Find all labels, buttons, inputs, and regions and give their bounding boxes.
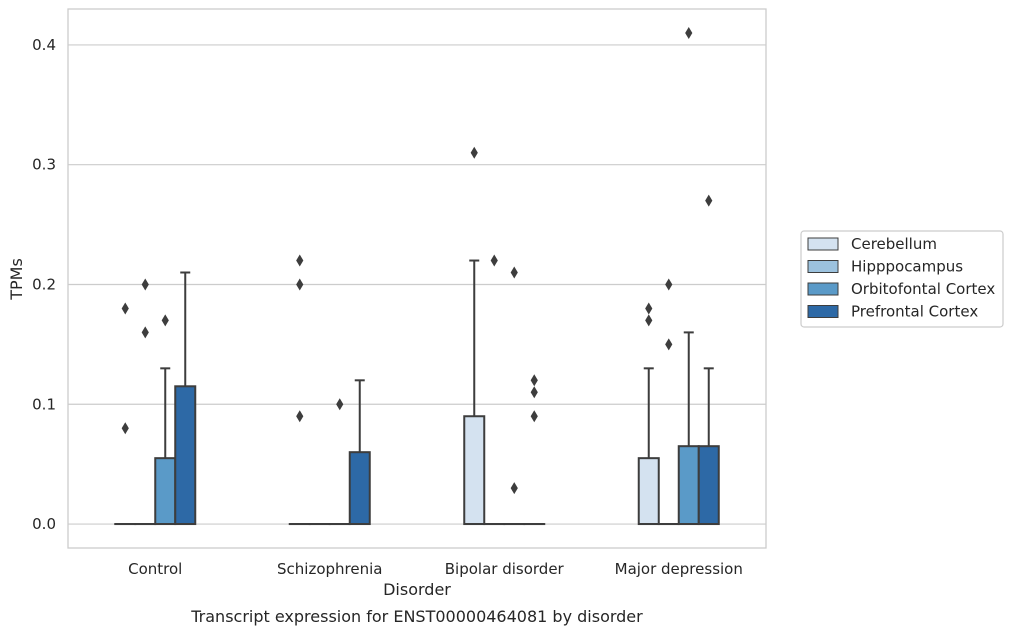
outlier-point bbox=[665, 338, 673, 351]
y-tick-label: 0.4 bbox=[32, 36, 56, 54]
box bbox=[348, 451, 371, 526]
box bbox=[463, 415, 486, 526]
legend-swatch bbox=[807, 237, 839, 251]
box-3-2 bbox=[677, 26, 700, 526]
outlier-point bbox=[645, 302, 653, 315]
legend-swatch bbox=[807, 260, 839, 273]
outlier-point bbox=[530, 386, 538, 399]
outlier-point bbox=[510, 266, 518, 279]
legend-swatch bbox=[807, 282, 839, 296]
outlier-point bbox=[530, 374, 538, 387]
outlier-point bbox=[510, 482, 518, 495]
legend: Cerebellum Hipppocampus Orbitofontal Corte… bbox=[800, 230, 1004, 328]
x-axis-label: Disorder bbox=[383, 580, 451, 599]
legend-label: Orbitofontal Cortex bbox=[851, 280, 995, 298]
box bbox=[174, 385, 197, 526]
box bbox=[697, 445, 720, 526]
x-tick-label: Major depression bbox=[615, 560, 743, 578]
box-2-3 bbox=[523, 374, 546, 526]
y-axis-label: TPMs bbox=[7, 258, 26, 301]
box bbox=[677, 445, 700, 526]
outlier-point bbox=[121, 422, 129, 435]
box-3-0 bbox=[637, 302, 660, 526]
outlier-point bbox=[296, 278, 304, 291]
x-tick-labels: Control Schizophrenia Bipolar disorder Majo… bbox=[128, 560, 743, 578]
box-0-3 bbox=[174, 271, 197, 526]
outlier-point bbox=[490, 254, 498, 267]
outlier-point bbox=[705, 194, 713, 207]
box-0-0 bbox=[114, 302, 137, 526]
outlier-point bbox=[296, 254, 304, 267]
outlier-point bbox=[470, 146, 478, 159]
outlier-point bbox=[141, 326, 149, 339]
y-tick-label: 0.1 bbox=[32, 395, 56, 413]
box-3-3 bbox=[697, 194, 720, 526]
y-tick-label: 0.0 bbox=[32, 515, 56, 533]
legend-frame bbox=[800, 230, 1004, 328]
outlier-point bbox=[161, 314, 169, 327]
legend-label: Prefrontal Cortex bbox=[851, 303, 978, 321]
box bbox=[637, 457, 660, 526]
legend-label: Hipppocampus bbox=[851, 258, 963, 276]
outlier-point bbox=[121, 302, 129, 315]
legend-swatch bbox=[807, 305, 839, 318]
legend-label: Cerebellum bbox=[851, 235, 937, 253]
y-tick-label: 0.2 bbox=[32, 275, 56, 293]
box bbox=[154, 457, 177, 526]
outlier-point bbox=[685, 26, 693, 39]
outlier-point bbox=[645, 314, 653, 327]
box-0-1 bbox=[134, 278, 157, 526]
x-tick-label: Control bbox=[128, 560, 182, 578]
plot-frame bbox=[67, 8, 767, 549]
outlier-point bbox=[530, 410, 538, 423]
x-tick-label: Bipolar disorder bbox=[445, 560, 565, 578]
y-tick-label: 0.3 bbox=[32, 156, 56, 174]
box-1-0 bbox=[288, 254, 311, 526]
box-1-3 bbox=[348, 379, 371, 526]
box-2-1 bbox=[483, 254, 506, 526]
outlier-point bbox=[336, 398, 344, 411]
box-2-0 bbox=[463, 146, 486, 526]
outlier-point bbox=[296, 410, 304, 423]
box-1-2 bbox=[328, 398, 351, 526]
box-2-2 bbox=[503, 266, 526, 526]
grid-lines bbox=[68, 44, 766, 525]
chart-caption: Transcript expression for ENST0000046408… bbox=[190, 607, 643, 626]
box-groups bbox=[114, 26, 720, 526]
box-3-1 bbox=[657, 278, 680, 526]
outlier-point bbox=[665, 278, 673, 291]
outlier-point bbox=[141, 278, 149, 291]
y-tick-labels: 0.0 0.1 0.2 0.3 0.4 bbox=[32, 36, 56, 533]
x-tick-label: Schizophrenia bbox=[277, 560, 382, 578]
box-0-2 bbox=[154, 314, 177, 526]
